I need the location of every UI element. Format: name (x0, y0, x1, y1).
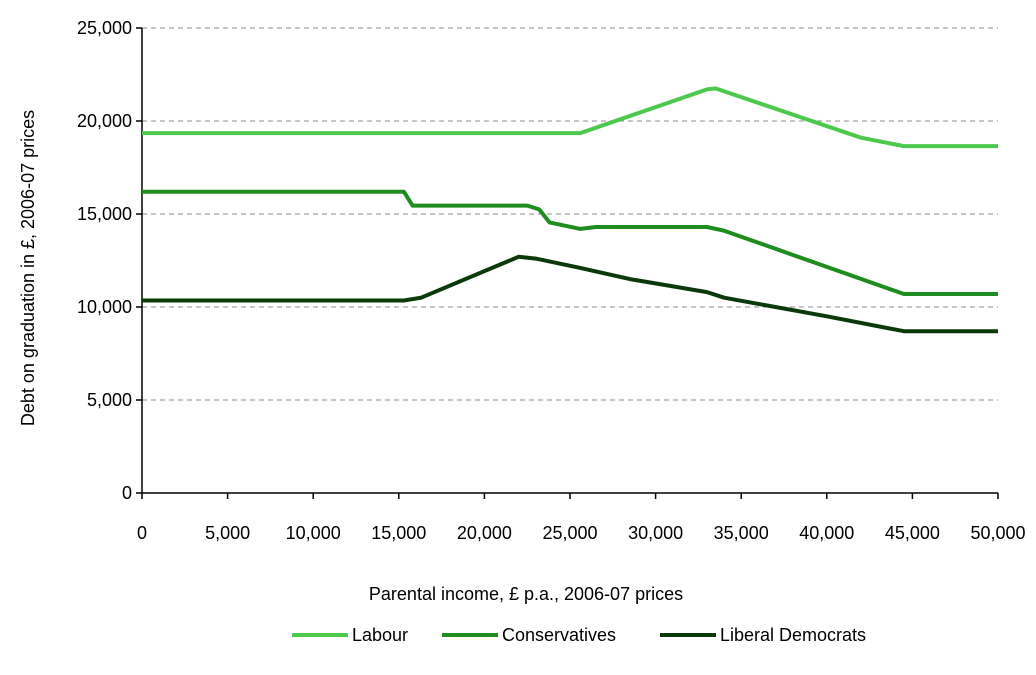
y-tick-label: 20,000 (77, 111, 132, 131)
x-tick-label: 25,000 (542, 523, 597, 543)
x-tick-label: 30,000 (628, 523, 683, 543)
x-tick-label: 50,000 (970, 523, 1025, 543)
x-tick-label: 45,000 (885, 523, 940, 543)
x-tick-label: 5,000 (205, 523, 250, 543)
y-tick-label: 25,000 (77, 18, 132, 38)
legend-label-labour: Labour (352, 625, 408, 645)
y-axis-title: Debt on graduation in £, 2006-07 prices (18, 110, 38, 426)
legend: Labour Conservatives Liberal Democrats (292, 625, 866, 645)
series-line-labour (142, 88, 998, 146)
gridlines (142, 28, 998, 400)
legend-label-conservatives: Conservatives (502, 625, 616, 645)
x-tick-label: 35,000 (714, 523, 769, 543)
series-line-liberal-democrats (142, 257, 998, 331)
series-line-conservatives (142, 192, 998, 294)
legend-label-liberal-democrats: Liberal Democrats (720, 625, 866, 645)
y-tick-label: 15,000 (77, 204, 132, 224)
series-lines (142, 88, 998, 331)
x-tick-label: 0 (137, 523, 147, 543)
x-tick-label: 10,000 (286, 523, 341, 543)
x-tick-label: 15,000 (371, 523, 426, 543)
tick-labels: 0 5,000 10,000 15,000 20,000 25,000 0 5,000 10,0… (77, 18, 1026, 543)
y-tick-label: 10,000 (77, 297, 132, 317)
y-tick-label: 0 (122, 483, 132, 503)
x-tick-label: 20,000 (457, 523, 512, 543)
y-tick-label: 5,000 (87, 390, 132, 410)
x-tick-label: 40,000 (799, 523, 854, 543)
x-axis-title: Parental income, £ p.a., 2006-07 prices (369, 584, 683, 604)
